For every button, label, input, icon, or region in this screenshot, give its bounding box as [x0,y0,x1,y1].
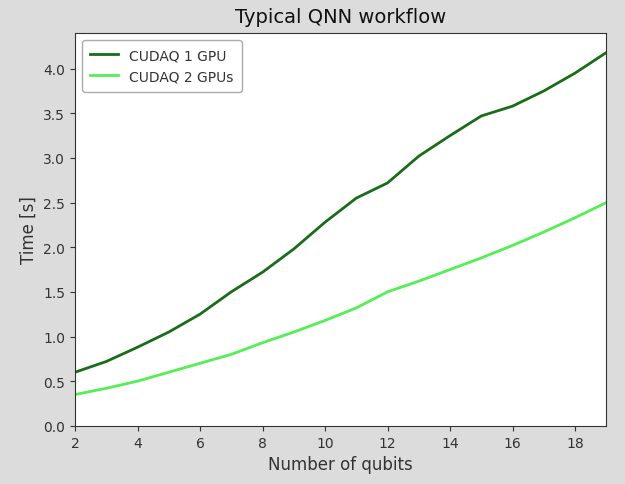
CUDAQ 2 GPUs [509,243,516,249]
CUDAQ 2 GPUs [571,215,579,221]
CUDAQ 1 GPU [540,89,548,95]
CUDAQ 2 GPUs [321,318,329,324]
CUDAQ 2 GPUs [478,256,485,261]
CUDAQ 1 GPU [165,330,172,335]
CUDAQ 1 GPU [196,312,204,318]
CUDAQ 2 GPUs [290,330,298,335]
CUDAQ 1 GPU [321,220,329,226]
CUDAQ 2 GPUs [540,230,548,236]
CUDAQ 2 GPUs [415,279,422,285]
CUDAQ 2 GPUs [446,267,454,273]
Line: CUDAQ 1 GPU: CUDAQ 1 GPU [75,54,606,373]
CUDAQ 1 GPU [509,104,516,110]
CUDAQ 1 GPU [228,289,235,295]
CUDAQ 1 GPU [415,154,422,160]
CUDAQ 2 GPUs [102,386,110,392]
CUDAQ 1 GPU [602,51,610,57]
CUDAQ 1 GPU [134,345,141,350]
CUDAQ 1 GPU [290,247,298,253]
CUDAQ 1 GPU [384,181,391,186]
CUDAQ 2 GPUs [228,352,235,358]
CUDAQ 2 GPUs [384,289,391,295]
CUDAQ 1 GPU [352,196,360,202]
CUDAQ 2 GPUs [259,340,266,346]
X-axis label: Number of qubits: Number of qubits [268,455,413,473]
CUDAQ 2 GPUs [196,361,204,366]
CUDAQ 2 GPUs [602,200,610,206]
CUDAQ 2 GPUs [165,370,172,376]
Line: CUDAQ 2 GPUs: CUDAQ 2 GPUs [75,203,606,395]
CUDAQ 2 GPUs [134,378,141,384]
CUDAQ 1 GPU [259,270,266,275]
Y-axis label: Time [s]: Time [s] [20,196,38,264]
CUDAQ 2 GPUs [71,392,79,398]
CUDAQ 2 GPUs [352,305,360,311]
CUDAQ 1 GPU [478,114,485,120]
Legend: CUDAQ 1 GPU, CUDAQ 2 GPUs: CUDAQ 1 GPU, CUDAQ 2 GPUs [82,41,242,92]
CUDAQ 1 GPU [71,370,79,376]
CUDAQ 1 GPU [102,359,110,364]
CUDAQ 1 GPU [446,134,454,139]
Title: Typical QNN workflow: Typical QNN workflow [235,8,446,27]
CUDAQ 1 GPU [571,71,579,77]
